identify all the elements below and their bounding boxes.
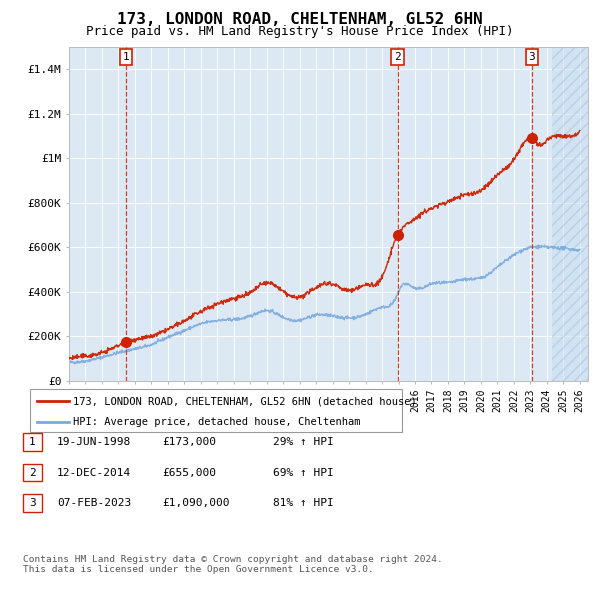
Text: HPI: Average price, detached house, Cheltenham: HPI: Average price, detached house, Chel… bbox=[73, 417, 361, 427]
Text: 1: 1 bbox=[29, 437, 36, 447]
Text: This data is licensed under the Open Government Licence v3.0.: This data is licensed under the Open Gov… bbox=[23, 565, 374, 574]
Text: 69% ↑ HPI: 69% ↑ HPI bbox=[273, 468, 334, 477]
Text: £1,090,000: £1,090,000 bbox=[162, 499, 229, 508]
Text: 3: 3 bbox=[29, 499, 36, 508]
Text: 2: 2 bbox=[394, 52, 401, 62]
Text: 173, LONDON ROAD, CHELTENHAM, GL52 6HN (detached house): 173, LONDON ROAD, CHELTENHAM, GL52 6HN (… bbox=[73, 396, 417, 407]
Text: 29% ↑ HPI: 29% ↑ HPI bbox=[273, 437, 334, 447]
Text: 81% ↑ HPI: 81% ↑ HPI bbox=[273, 499, 334, 508]
Bar bbox=[552, 47, 588, 381]
Text: Contains HM Land Registry data © Crown copyright and database right 2024.: Contains HM Land Registry data © Crown c… bbox=[23, 555, 443, 563]
Text: 3: 3 bbox=[529, 52, 535, 62]
Text: 173, LONDON ROAD, CHELTENHAM, GL52 6HN: 173, LONDON ROAD, CHELTENHAM, GL52 6HN bbox=[117, 12, 483, 27]
Text: 07-FEB-2023: 07-FEB-2023 bbox=[57, 499, 131, 508]
Text: 1: 1 bbox=[122, 52, 130, 62]
Text: Price paid vs. HM Land Registry's House Price Index (HPI): Price paid vs. HM Land Registry's House … bbox=[86, 25, 514, 38]
Text: £173,000: £173,000 bbox=[162, 437, 216, 447]
Text: 19-JUN-1998: 19-JUN-1998 bbox=[57, 437, 131, 447]
Text: 12-DEC-2014: 12-DEC-2014 bbox=[57, 468, 131, 477]
Text: 2: 2 bbox=[29, 468, 36, 477]
Text: £655,000: £655,000 bbox=[162, 468, 216, 477]
